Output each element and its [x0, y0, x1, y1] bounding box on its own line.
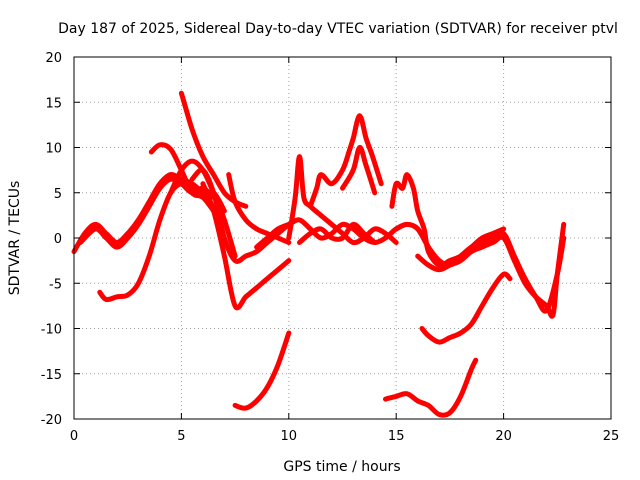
x-tick-label: 25	[603, 429, 620, 444]
series-arc-10	[232, 330, 292, 411]
y-tick-label: -5	[49, 277, 62, 292]
data-series	[71, 90, 567, 418]
y-tick-label: 20	[45, 51, 62, 66]
x-tick-label: 0	[70, 429, 78, 444]
series-arc-13	[297, 221, 378, 245]
y-tick-label: 10	[45, 142, 62, 157]
x-tick-label: 5	[177, 429, 185, 444]
y-tick-label: 5	[54, 187, 62, 202]
axis-ticks: 0 5 10 15 20 25 20 15 10 5 0 -5 -10 -15 -20	[41, 51, 620, 444]
chart-title: Day 187 of 2025, Sidereal Day-to-day VTE…	[58, 21, 618, 37]
y-tick-label: -10	[41, 323, 62, 338]
y-tick-label: -20	[41, 413, 62, 428]
series-arc-18	[415, 221, 567, 319]
series-arc-8	[200, 181, 292, 311]
y-axis-label: SDTVAR / TECUs	[7, 181, 23, 296]
series-arc-20	[383, 357, 479, 418]
x-tick-label: 15	[388, 429, 405, 444]
x-axis-label: GPS time / hours	[283, 459, 400, 475]
x-tick-label: 20	[495, 429, 512, 444]
x-tick-label: 10	[281, 429, 298, 444]
y-tick-label: -15	[41, 368, 62, 383]
series-arc-16	[389, 172, 507, 268]
series-arc-9	[226, 172, 292, 245]
series-arc-12	[286, 154, 399, 246]
y-tick-label: 0	[54, 232, 62, 247]
series-arc-15	[340, 144, 378, 196]
series-arc-19	[419, 271, 513, 345]
y-tick-label: 15	[45, 96, 62, 111]
series-arc-14	[307, 113, 384, 209]
